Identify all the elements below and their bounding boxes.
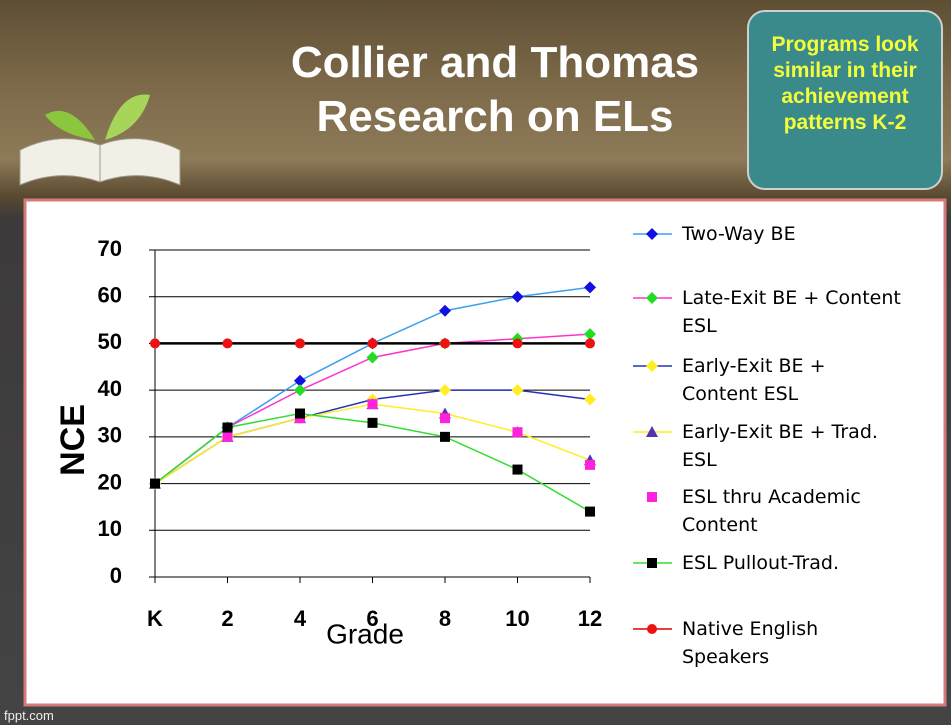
legend-marker: [647, 624, 657, 634]
data-point: [584, 393, 596, 406]
y-tick-label: 40: [98, 376, 122, 401]
legend-marker: [646, 426, 658, 437]
data-point: [440, 413, 450, 424]
legend-label: Two-Way BE: [682, 223, 796, 245]
book-icon: [19, 94, 181, 186]
data-point: [295, 408, 305, 419]
y-tick-label: 10: [98, 516, 122, 541]
x-tick-label: K: [147, 606, 163, 631]
data-point: [511, 384, 524, 397]
data-point: [585, 459, 595, 470]
x-tick-label: 10: [505, 606, 529, 631]
data-point: [440, 338, 450, 349]
y-axis-label: NCE: [54, 404, 92, 476]
data-point: [439, 304, 451, 317]
data-point: [294, 374, 306, 387]
data-point: [584, 281, 596, 294]
data-point: [222, 431, 233, 442]
x-tick-label: 4: [294, 606, 307, 631]
data-point: [512, 464, 523, 475]
data-point: [512, 338, 523, 349]
data-point: [440, 431, 450, 442]
data-point: [511, 290, 524, 303]
legend-marker: [647, 558, 657, 568]
y-tick-label: 60: [98, 283, 122, 308]
data-point: [367, 417, 378, 428]
data-point: [584, 328, 596, 341]
legend-marker: [646, 228, 658, 240]
callout: Programs look similar in their achieveme…: [747, 10, 943, 190]
data-point: [150, 478, 160, 489]
data-point: [512, 427, 523, 438]
legend-marker: [647, 492, 657, 502]
data-point: [366, 351, 379, 364]
legend-label: ESL Pullout-Trad.: [682, 552, 840, 574]
x-tick-label: 2: [221, 606, 233, 631]
slide-title: Collier and Thomas Research on ELs: [290, 38, 700, 141]
x-tick-label: 6: [366, 606, 378, 631]
data-point: [295, 338, 305, 349]
data-point: [222, 338, 233, 349]
data-point: [367, 399, 378, 410]
footer: fppt.com: [4, 708, 54, 723]
y-tick-label: 0: [110, 563, 122, 588]
legend-marker: [646, 292, 658, 304]
legend-label: Early-Exit BE + Trad. ESL: [682, 421, 878, 471]
y-tick-label: 20: [98, 469, 122, 494]
legend-marker: [646, 360, 658, 372]
chart-panel: [23, 198, 947, 707]
legend-label: ESL thru Academic Content: [682, 486, 861, 536]
y-tick-label: 70: [98, 236, 122, 261]
data-point: [367, 338, 378, 349]
y-tick-label: 50: [98, 329, 122, 354]
x-axis-label: Grade: [326, 618, 404, 649]
legend-label: Late-Exit BE + Content ESL: [682, 287, 901, 337]
legend-label: Native English Speakers: [682, 618, 819, 668]
data-point: [294, 384, 306, 397]
legend-label: Early-Exit BE + Content ESL: [682, 355, 826, 405]
data-point: [585, 338, 595, 349]
y-tick-label: 30: [98, 423, 122, 448]
data-point: [150, 338, 160, 349]
x-tick-label: 8: [439, 606, 451, 631]
data-point: [222, 422, 233, 433]
data-point: [439, 384, 451, 397]
data-point: [585, 506, 595, 517]
x-tick-label: 12: [578, 606, 602, 631]
